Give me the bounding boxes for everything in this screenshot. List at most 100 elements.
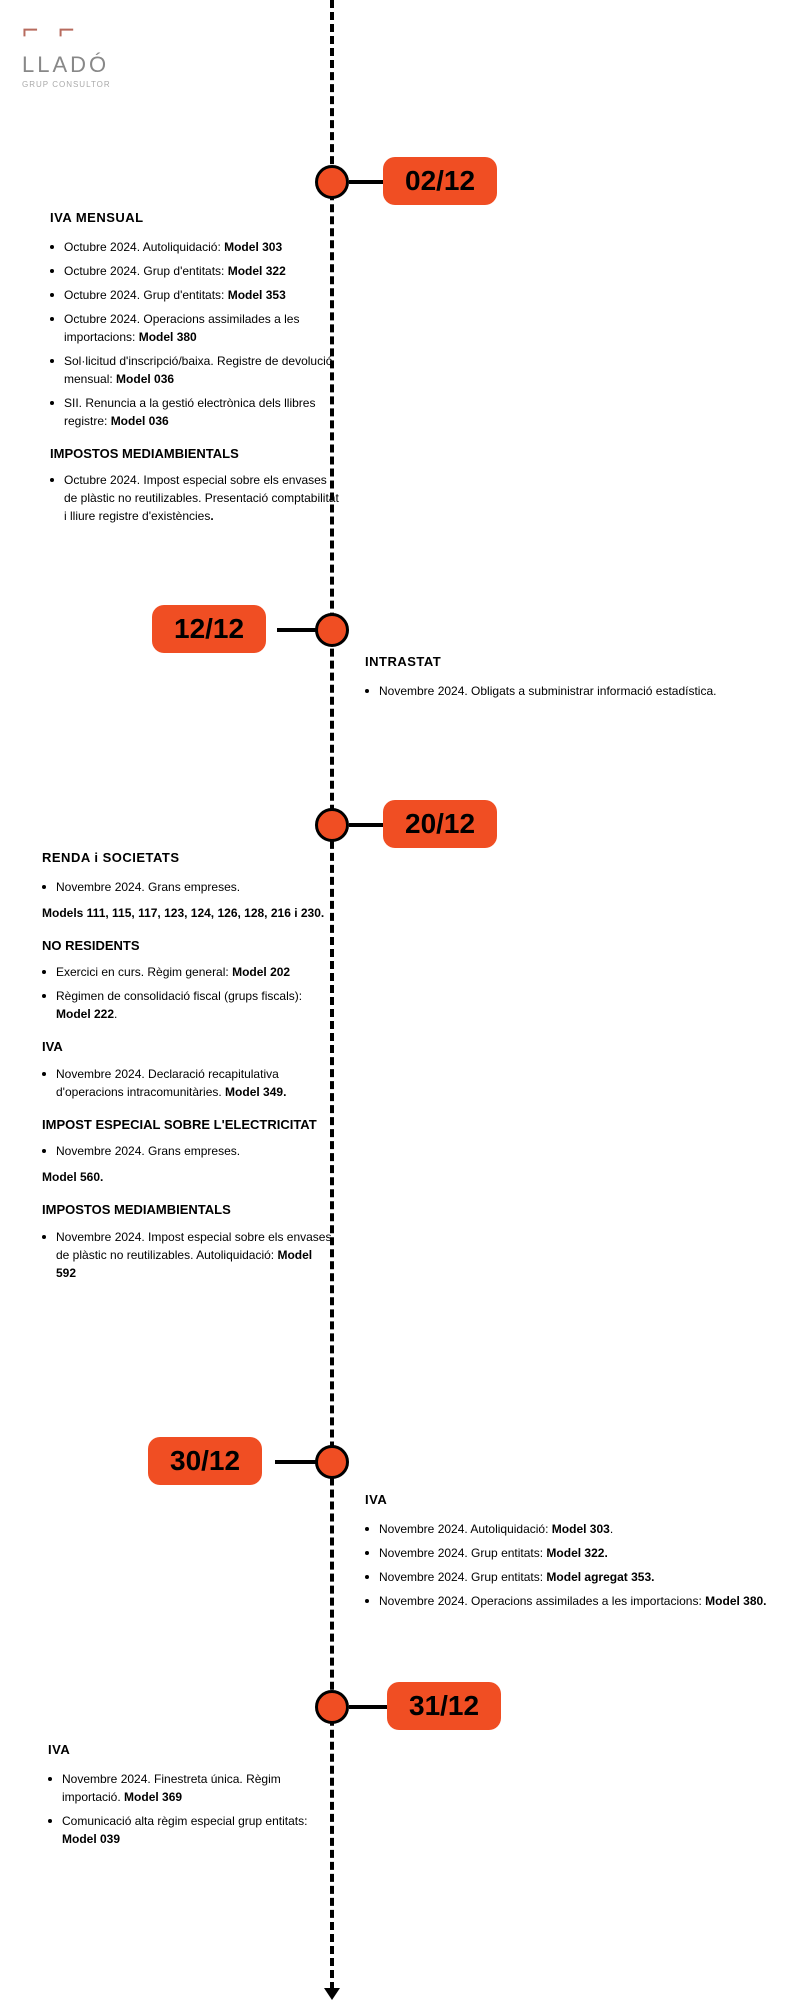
section-heading: IVA MENSUAL xyxy=(50,208,340,228)
item-text: Comunicació alta règim especial grup ent… xyxy=(62,1814,307,1828)
date-pill-d3012: 30/12 xyxy=(148,1437,262,1485)
section-trailing: Models 111, 115, 117, 123, 124, 126, 128… xyxy=(42,904,332,922)
connector-d3012 xyxy=(275,1460,317,1464)
list-item: Novembre 2024. Grup entitats: Model agre… xyxy=(365,1568,785,1586)
list-item: Novembre 2024. Obligats a subministrar i… xyxy=(365,682,785,700)
item-list: Novembre 2024. Impost especial sobre els… xyxy=(42,1228,332,1282)
item-tail: . xyxy=(610,1522,613,1536)
timeline-arrowhead xyxy=(324,1988,340,2000)
date-pill-d3112: 31/12 xyxy=(387,1682,501,1730)
item-text: Octubre 2024. Impost especial sobre els … xyxy=(64,473,339,523)
list-item: Novembre 2024. Grans empreses. xyxy=(42,1142,332,1160)
item-list: Exercici en curs. Règim general: Model 2… xyxy=(42,963,332,1023)
item-text: SII. Renuncia a la gestió electrònica de… xyxy=(64,396,315,428)
item-bold: Model 322 xyxy=(228,264,286,278)
list-item: Comunicació alta règim especial grup ent… xyxy=(48,1812,338,1848)
item-bold: Model 036 xyxy=(116,372,174,386)
item-list: Novembre 2024. Obligats a subministrar i… xyxy=(365,682,785,700)
list-item: SII. Renuncia a la gestió electrònica de… xyxy=(50,394,340,430)
list-item: Exercici en curs. Règim general: Model 2… xyxy=(42,963,332,981)
item-bold: Model 202 xyxy=(232,965,290,979)
item-bold: Model 369 xyxy=(124,1790,182,1804)
section-heading: IMPOST ESPECIAL SOBRE L'ELECTRICITAT xyxy=(42,1115,332,1135)
list-item: Sol·licitud d'inscripció/baixa. Registre… xyxy=(50,352,340,388)
item-text: Novembre 2024. Grup entitats: xyxy=(379,1570,546,1584)
list-item: Novembre 2024. Grup entitats: Model 322. xyxy=(365,1544,785,1562)
item-text: Octubre 2024. Grup d'entitats: xyxy=(64,288,228,302)
list-item: Novembre 2024. Grans empreses. xyxy=(42,878,332,896)
section-trailing: Model 560. xyxy=(42,1168,332,1186)
logo-name: LLADÓ xyxy=(22,52,112,78)
list-item: Novembre 2024. Autoliquidació: Model 303… xyxy=(365,1520,785,1538)
connector-d1212 xyxy=(277,628,317,632)
item-text: Novembre 2024. Grup entitats: xyxy=(379,1546,546,1560)
section-heading: INTRASTAT xyxy=(365,652,785,672)
timeline-node-d2012 xyxy=(315,808,349,842)
item-text: Sol·licitud d'inscripció/baixa. Registre… xyxy=(64,354,332,386)
item-bold: Model agregat 353. xyxy=(546,1570,654,1584)
date-pill-d0212: 02/12 xyxy=(383,157,497,205)
list-item: Octubre 2024. Autoliquidació: Model 303 xyxy=(50,238,340,256)
list-item: Novembre 2024. Operacions assimilades a … xyxy=(365,1592,785,1610)
content-block-d0212-0: IVA MENSUAL Octubre 2024. Autoliquidació:… xyxy=(50,208,340,533)
list-item: Octubre 2024. Impost especial sobre els … xyxy=(50,471,340,525)
section-heading: NO RESIDENTS xyxy=(42,936,332,956)
section-heading: IMPOSTOS MEDIAMBIENTALS xyxy=(50,444,340,464)
item-list: Novembre 2024. Grans empreses. xyxy=(42,1142,332,1160)
item-bold: Model 039 xyxy=(62,1832,120,1846)
item-text: Novembre 2024. Autoliquidació: xyxy=(379,1522,552,1536)
item-list: Novembre 2024. Autoliquidació: Model 303… xyxy=(365,1520,785,1610)
list-item: Novembre 2024. Declaració recapitulativa… xyxy=(42,1065,332,1101)
connector-d3112 xyxy=(349,1705,389,1709)
logo-sub: GRUP CONSULTOR xyxy=(22,80,112,89)
item-bold: Model 380. xyxy=(705,1594,766,1608)
list-item: Octubre 2024. Grup d'entitats: Model 322 xyxy=(50,262,340,280)
logo-mark: ⌐ ⌐ xyxy=(22,14,112,46)
item-text: Octubre 2024. Autoliquidació: xyxy=(64,240,224,254)
section-heading: IVA xyxy=(365,1490,785,1510)
date-pill-d2012: 20/12 xyxy=(383,800,497,848)
list-item: Octubre 2024. Grup d'entitats: Model 353 xyxy=(50,286,340,304)
item-list: Octubre 2024. Autoliquidació: Model 303O… xyxy=(50,238,340,430)
item-bold: Model 353 xyxy=(228,288,286,302)
content-block-d1212-0: INTRASTAT Novembre 2024. Obligats a submi… xyxy=(365,652,785,708)
item-list: Novembre 2024. Finestreta única. Règim i… xyxy=(48,1770,338,1848)
timeline-node-d3012 xyxy=(315,1445,349,1479)
item-text: Règimen de consolidació fiscal (grups fi… xyxy=(56,989,302,1003)
item-text: Novembre 2024. Grans empreses. xyxy=(56,880,240,894)
section-heading: IMPOSTOS MEDIAMBIENTALS xyxy=(42,1200,332,1220)
timeline-node-d1212 xyxy=(315,613,349,647)
item-bold: Model 349. xyxy=(225,1085,286,1099)
section-heading: RENDA i SOCIETATS xyxy=(42,848,332,868)
date-pill-d1212: 12/12 xyxy=(152,605,266,653)
item-text: Novembre 2024. Grans empreses. xyxy=(56,1144,240,1158)
item-list: Novembre 2024. Grans empreses. xyxy=(42,878,332,896)
item-list: Novembre 2024. Declaració recapitulativa… xyxy=(42,1065,332,1101)
list-item: Règimen de consolidació fiscal (grups fi… xyxy=(42,987,332,1023)
list-item: Novembre 2024. Impost especial sobre els… xyxy=(42,1228,332,1282)
item-bold: . xyxy=(210,509,213,523)
list-item: Novembre 2024. Finestreta única. Règim i… xyxy=(48,1770,338,1806)
item-bold: Model 322. xyxy=(546,1546,607,1560)
item-bold: Model 380 xyxy=(139,330,197,344)
item-list: Octubre 2024. Impost especial sobre els … xyxy=(50,471,340,525)
connector-d2012 xyxy=(349,823,385,827)
logo: ⌐ ⌐ LLADÓ GRUP CONSULTOR xyxy=(22,14,112,89)
content-block-d3012-0: IVA Novembre 2024. Autoliquidació: Model … xyxy=(365,1490,785,1618)
item-bold: Model 303 xyxy=(224,240,282,254)
item-bold: Model 222 xyxy=(56,1007,114,1021)
section-heading: IVA xyxy=(48,1740,338,1760)
item-text: Novembre 2024. Operacions assimilades a … xyxy=(379,1594,705,1608)
list-item: Octubre 2024. Operacions assimilades a l… xyxy=(50,310,340,346)
item-text: Octubre 2024. Grup d'entitats: xyxy=(64,264,228,278)
content-block-d3112-0: IVA Novembre 2024. Finestreta única. Règi… xyxy=(48,1740,338,1856)
item-text: Novembre 2024. Obligats a subministrar i… xyxy=(379,684,716,698)
section-heading: IVA xyxy=(42,1037,332,1057)
timeline-node-d3112 xyxy=(315,1690,349,1724)
content-block-d2012-0: RENDA i SOCIETATS Novembre 2024. Grans em… xyxy=(42,848,332,1290)
item-bold: Model 036 xyxy=(111,414,169,428)
item-tail: . xyxy=(114,1007,117,1021)
item-text: Exercici en curs. Règim general: xyxy=(56,965,232,979)
connector-d0212 xyxy=(349,180,385,184)
timeline-node-d0212 xyxy=(315,165,349,199)
